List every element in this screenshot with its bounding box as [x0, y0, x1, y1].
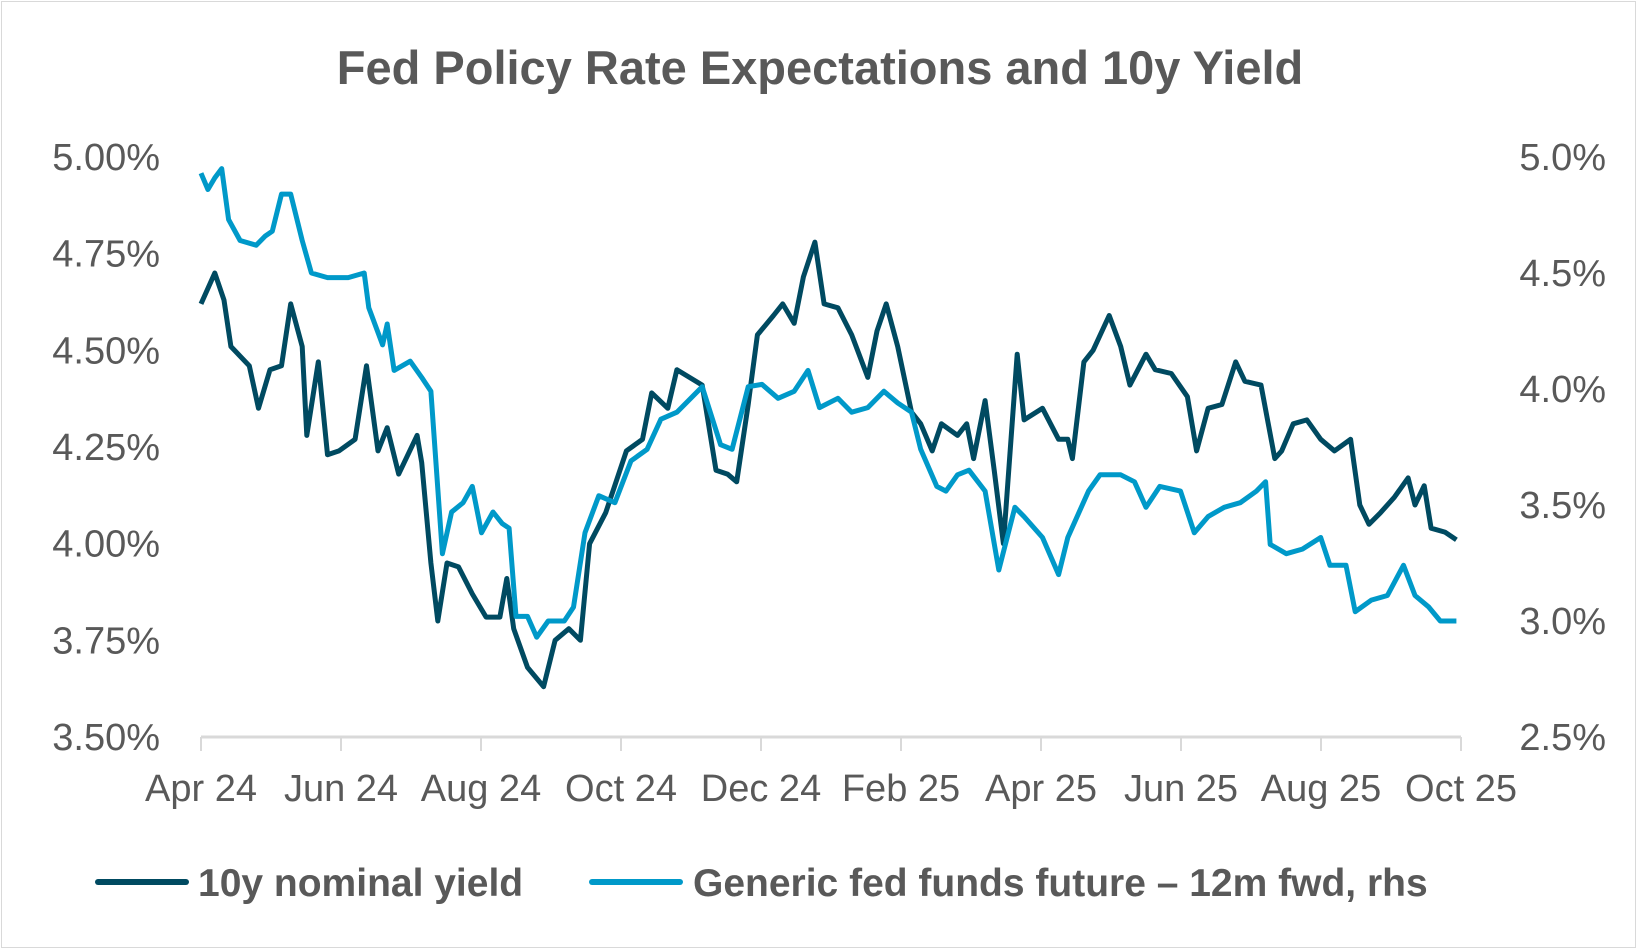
y-right-tick-label: 4.0%	[1519, 369, 1606, 411]
y-left-tick-label: 3.50%	[52, 717, 160, 759]
y-right-tick-label: 5.0%	[1519, 137, 1606, 179]
y-left-tick-label: 4.00%	[52, 524, 160, 566]
x-tick-label: Jun 24	[284, 768, 398, 810]
x-tick-label: Dec 24	[701, 768, 821, 810]
y-right-tick-label: 3.5%	[1519, 485, 1606, 527]
x-tick-label: Apr 25	[985, 768, 1097, 810]
axes: Apr 24 Jun 24 Aug 24 Oct 24 Dec 24 Feb 25 Apr …	[52, 137, 1606, 810]
legend-label: 10y nominal yield	[198, 862, 523, 905]
x-tick-label: Oct 25	[1405, 768, 1517, 810]
series-line-10y-yield	[198, 239, 1458, 690]
y-right-tick-label: 3.0%	[1519, 601, 1606, 643]
legend-label: Generic fed funds future – 12m fwd, rhs	[693, 862, 1428, 905]
x-tick-label: Oct 24	[565, 768, 677, 810]
legend: 10y nominal yield Generic fed funds futur…	[95, 862, 1428, 905]
chart-title: Fed Policy Rate Expectations and 10y Yie…	[337, 41, 1303, 94]
x-tick-label: Aug 25	[1261, 768, 1381, 810]
y-left-tick-label: 4.50%	[52, 330, 160, 372]
x-tick-label: Jun 25	[1124, 768, 1238, 810]
y-left-tick-label: 4.25%	[52, 427, 160, 469]
y-left-tick-label: 4.75%	[52, 234, 160, 276]
y-left-tick-label: 5.00%	[52, 137, 160, 179]
x-tick-label: Aug 24	[421, 768, 541, 810]
y-left-tick-label: 3.75%	[52, 620, 160, 662]
x-tick-label: Feb 25	[842, 768, 960, 810]
x-tick-label: Apr 24	[145, 768, 257, 810]
series-line-fed-funds-future	[198, 166, 1457, 640]
y-right-tick-label: 4.5%	[1519, 253, 1606, 295]
series-lines	[198, 166, 1458, 690]
y-right-tick-label: 2.5%	[1519, 717, 1606, 759]
